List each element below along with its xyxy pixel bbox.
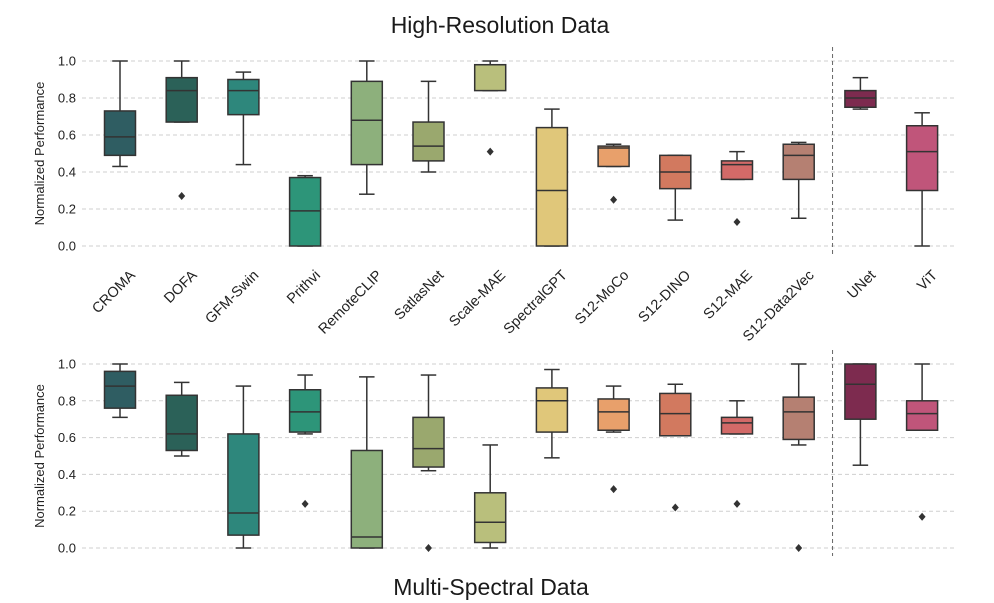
y-tick-label: 0.4 xyxy=(58,165,76,180)
box-s12-data2vec xyxy=(782,141,815,219)
box-s12-data2vec xyxy=(782,363,815,552)
multi-spectral-panel: 0.0 0.2 0.4 0.6 0.8 1.0 Normalized Performance xyxy=(32,350,955,556)
y-tick-label: 0.0 xyxy=(58,541,76,556)
iqr-box xyxy=(844,363,877,420)
outlier-point xyxy=(425,544,432,552)
high-resolution-panel: 0.0 0.2 0.4 0.6 0.8 1.0 Normalized Performance… xyxy=(32,47,955,345)
box-dofa xyxy=(165,381,198,457)
iqr-box xyxy=(844,89,877,108)
box-satlasnet xyxy=(412,80,445,173)
iqr-box xyxy=(535,387,569,433)
x-tick-label: Scale-MAE xyxy=(446,267,509,330)
iqr-box xyxy=(103,110,137,157)
box-vit xyxy=(905,112,939,247)
box-s12-mae xyxy=(720,150,754,226)
iqr-box xyxy=(288,176,322,247)
outlier-point xyxy=(178,192,186,201)
x-tick-label: RemoteCLIP xyxy=(316,268,386,338)
iqr-box xyxy=(473,492,507,544)
box-s12-dino xyxy=(659,154,692,221)
x-tick-label: Prithvi xyxy=(284,268,324,308)
x-tick-label: S12-DINO xyxy=(636,268,695,327)
iqr-box xyxy=(905,125,939,192)
iqr-box xyxy=(720,160,754,181)
iqr-box xyxy=(905,400,939,431)
box-vit xyxy=(905,363,939,521)
outlier-point xyxy=(795,544,803,552)
y-tick-label: 0.6 xyxy=(58,128,76,143)
iqr-box xyxy=(103,370,137,409)
x-tick-label: GFM-Swin xyxy=(202,268,262,328)
box-gfm-swin xyxy=(227,71,260,166)
outlier-point xyxy=(733,217,741,226)
iqr-box xyxy=(473,63,507,92)
box-gfm-swin xyxy=(227,385,260,549)
outlier-point xyxy=(610,195,618,204)
x-tick-label: SpectralGPT xyxy=(501,267,571,337)
iqr-box xyxy=(227,433,260,536)
box-spectralgpt xyxy=(535,108,569,247)
box-s12-dino xyxy=(659,383,692,512)
y-tick-label: 0.8 xyxy=(58,393,76,408)
iqr-box xyxy=(782,143,815,181)
y-tick-label: 1.0 xyxy=(58,54,76,69)
iqr-box xyxy=(227,78,260,116)
outlier-point xyxy=(733,499,741,508)
iqr-box xyxy=(350,449,384,549)
box-remoteclip xyxy=(350,60,384,195)
box-remoteclip xyxy=(350,376,384,549)
x-tick-label: SatlasNet xyxy=(392,268,448,324)
x-tick-label: S12-MoCo xyxy=(572,268,632,328)
box-s12-mae xyxy=(720,400,754,508)
box-prithvi xyxy=(288,174,322,247)
y-tick-label: 1.0 xyxy=(58,357,76,372)
box-s12-moco xyxy=(597,143,630,204)
box-croma xyxy=(103,363,137,419)
x-tick-label: CROMA xyxy=(89,267,139,317)
bottom-chart-title: Multi-Spectral Data xyxy=(393,574,589,600)
iqr-box xyxy=(597,398,630,431)
x-tick-label: UNet xyxy=(845,268,880,303)
box-croma xyxy=(103,60,137,168)
y-tick-label: 0.6 xyxy=(58,430,76,445)
top-chart-title: High-Resolution Data xyxy=(391,12,610,38)
iqr-box xyxy=(350,80,384,166)
iqr-box xyxy=(659,392,692,437)
iqr-box xyxy=(165,76,198,123)
iqr-box xyxy=(597,145,630,168)
box-scale-mae xyxy=(473,444,507,549)
outlier-point xyxy=(918,512,926,521)
iqr-box xyxy=(412,416,445,468)
box-satlasnet xyxy=(412,374,445,552)
box-unet xyxy=(844,76,877,110)
y-axis-title: Normalized Performance xyxy=(32,384,47,528)
box-prithvi xyxy=(288,374,322,508)
iqr-box xyxy=(412,121,445,162)
y-tick-label: 0.2 xyxy=(58,202,76,217)
y-axis-title: Normalized Performance xyxy=(32,82,47,226)
iqr-box xyxy=(535,126,569,247)
y-tick-label: 0.4 xyxy=(58,467,76,482)
iqr-box xyxy=(165,394,198,452)
outlier-point xyxy=(486,147,494,156)
outlier-point xyxy=(671,503,679,512)
x-tick-label: ViT xyxy=(914,267,941,294)
box-unet xyxy=(844,363,877,466)
box-spectralgpt xyxy=(535,368,569,459)
box-scale-mae xyxy=(473,60,507,156)
iqr-box xyxy=(288,389,322,433)
x-tick-label: S12-MAE xyxy=(701,267,756,322)
y-tick-label: 0.0 xyxy=(58,239,76,254)
y-tick-label: 0.2 xyxy=(58,504,76,519)
x-tick-label: DOFA xyxy=(161,267,200,306)
outlier-point xyxy=(301,499,309,508)
y-tick-label: 0.8 xyxy=(58,91,76,106)
iqr-box xyxy=(782,396,815,441)
box-dofa xyxy=(165,60,198,201)
iqr-box xyxy=(720,416,754,435)
box-s12-moco xyxy=(597,385,630,494)
outlier-point xyxy=(610,485,618,494)
